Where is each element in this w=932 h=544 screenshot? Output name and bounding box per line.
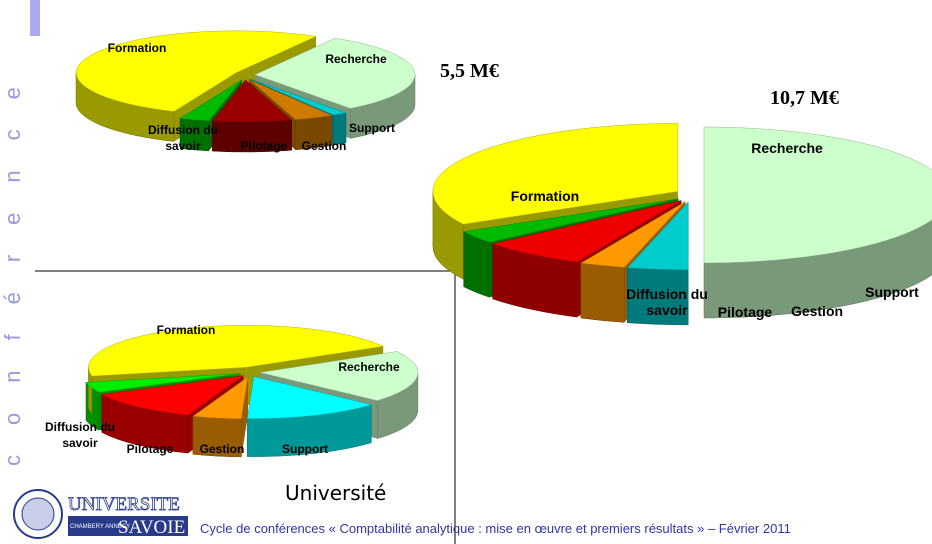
slice bbox=[580, 201, 686, 268]
logo-place: SAVOIE bbox=[118, 517, 185, 538]
slice-label: Diffusion du savoir bbox=[45, 420, 115, 450]
slice-label: Support bbox=[865, 284, 919, 300]
slice-label: Support bbox=[349, 121, 395, 135]
chart-title: 10,7 M€ bbox=[770, 87, 839, 109]
slice-label: Diffusion du savoir bbox=[626, 286, 708, 318]
side-word: conférence bbox=[0, 57, 25, 466]
slice bbox=[85, 373, 241, 393]
slice-label: Gestion bbox=[790, 303, 844, 319]
slice bbox=[179, 79, 243, 122]
slice bbox=[626, 201, 689, 271]
slice bbox=[100, 375, 244, 416]
slice-label: Support bbox=[282, 442, 328, 456]
slice-label: Pilotage bbox=[717, 304, 773, 320]
pie bbox=[75, 30, 416, 153]
slice bbox=[250, 78, 347, 116]
slice bbox=[491, 200, 682, 263]
slice-label: Gestion bbox=[301, 139, 347, 153]
pie-tops bbox=[75, 30, 416, 123]
slice bbox=[432, 123, 679, 225]
footer: Cycle de conférences « Comptabilité anal… bbox=[200, 521, 791, 536]
pie bbox=[432, 123, 932, 326]
slice-label: Pilotage bbox=[126, 442, 174, 456]
pie-sides bbox=[75, 72, 416, 153]
slice-label: Pilotage bbox=[240, 139, 288, 153]
slice-label: Formation bbox=[156, 323, 216, 337]
slice-label: Recherche bbox=[338, 360, 400, 374]
logo-towns: CHAMBERY ANNECY bbox=[70, 524, 130, 530]
slice bbox=[703, 126, 932, 264]
chart-title: Université bbox=[285, 481, 387, 505]
slice bbox=[247, 376, 373, 419]
seal bbox=[21, 497, 55, 531]
side-bar bbox=[30, 0, 40, 36]
slice bbox=[259, 351, 419, 401]
slice-side bbox=[463, 231, 490, 298]
pie-tops bbox=[432, 123, 932, 271]
slice bbox=[75, 30, 317, 112]
slice bbox=[211, 79, 293, 123]
slice-side bbox=[241, 376, 248, 457]
slice bbox=[192, 376, 249, 420]
pie bbox=[85, 325, 419, 458]
chart-title: 5,5 M€ bbox=[440, 60, 499, 82]
slice bbox=[462, 198, 679, 243]
logo-name: UNIVERSITE bbox=[68, 494, 180, 515]
pie-sides bbox=[432, 191, 932, 326]
slice-label: Gestion bbox=[199, 442, 245, 456]
slice-label: Diffusion du savoir bbox=[148, 123, 218, 153]
slice bbox=[254, 38, 416, 109]
slice-label: Recherche bbox=[325, 52, 387, 66]
slice bbox=[88, 325, 385, 377]
slice-label: Recherche bbox=[751, 140, 823, 156]
slice-label: Formation bbox=[510, 188, 580, 204]
pie-sides bbox=[85, 367, 419, 458]
slice-label: Formation bbox=[107, 41, 167, 55]
logo-band bbox=[68, 516, 188, 536]
pie-tops bbox=[85, 325, 419, 420]
slice bbox=[248, 79, 333, 121]
